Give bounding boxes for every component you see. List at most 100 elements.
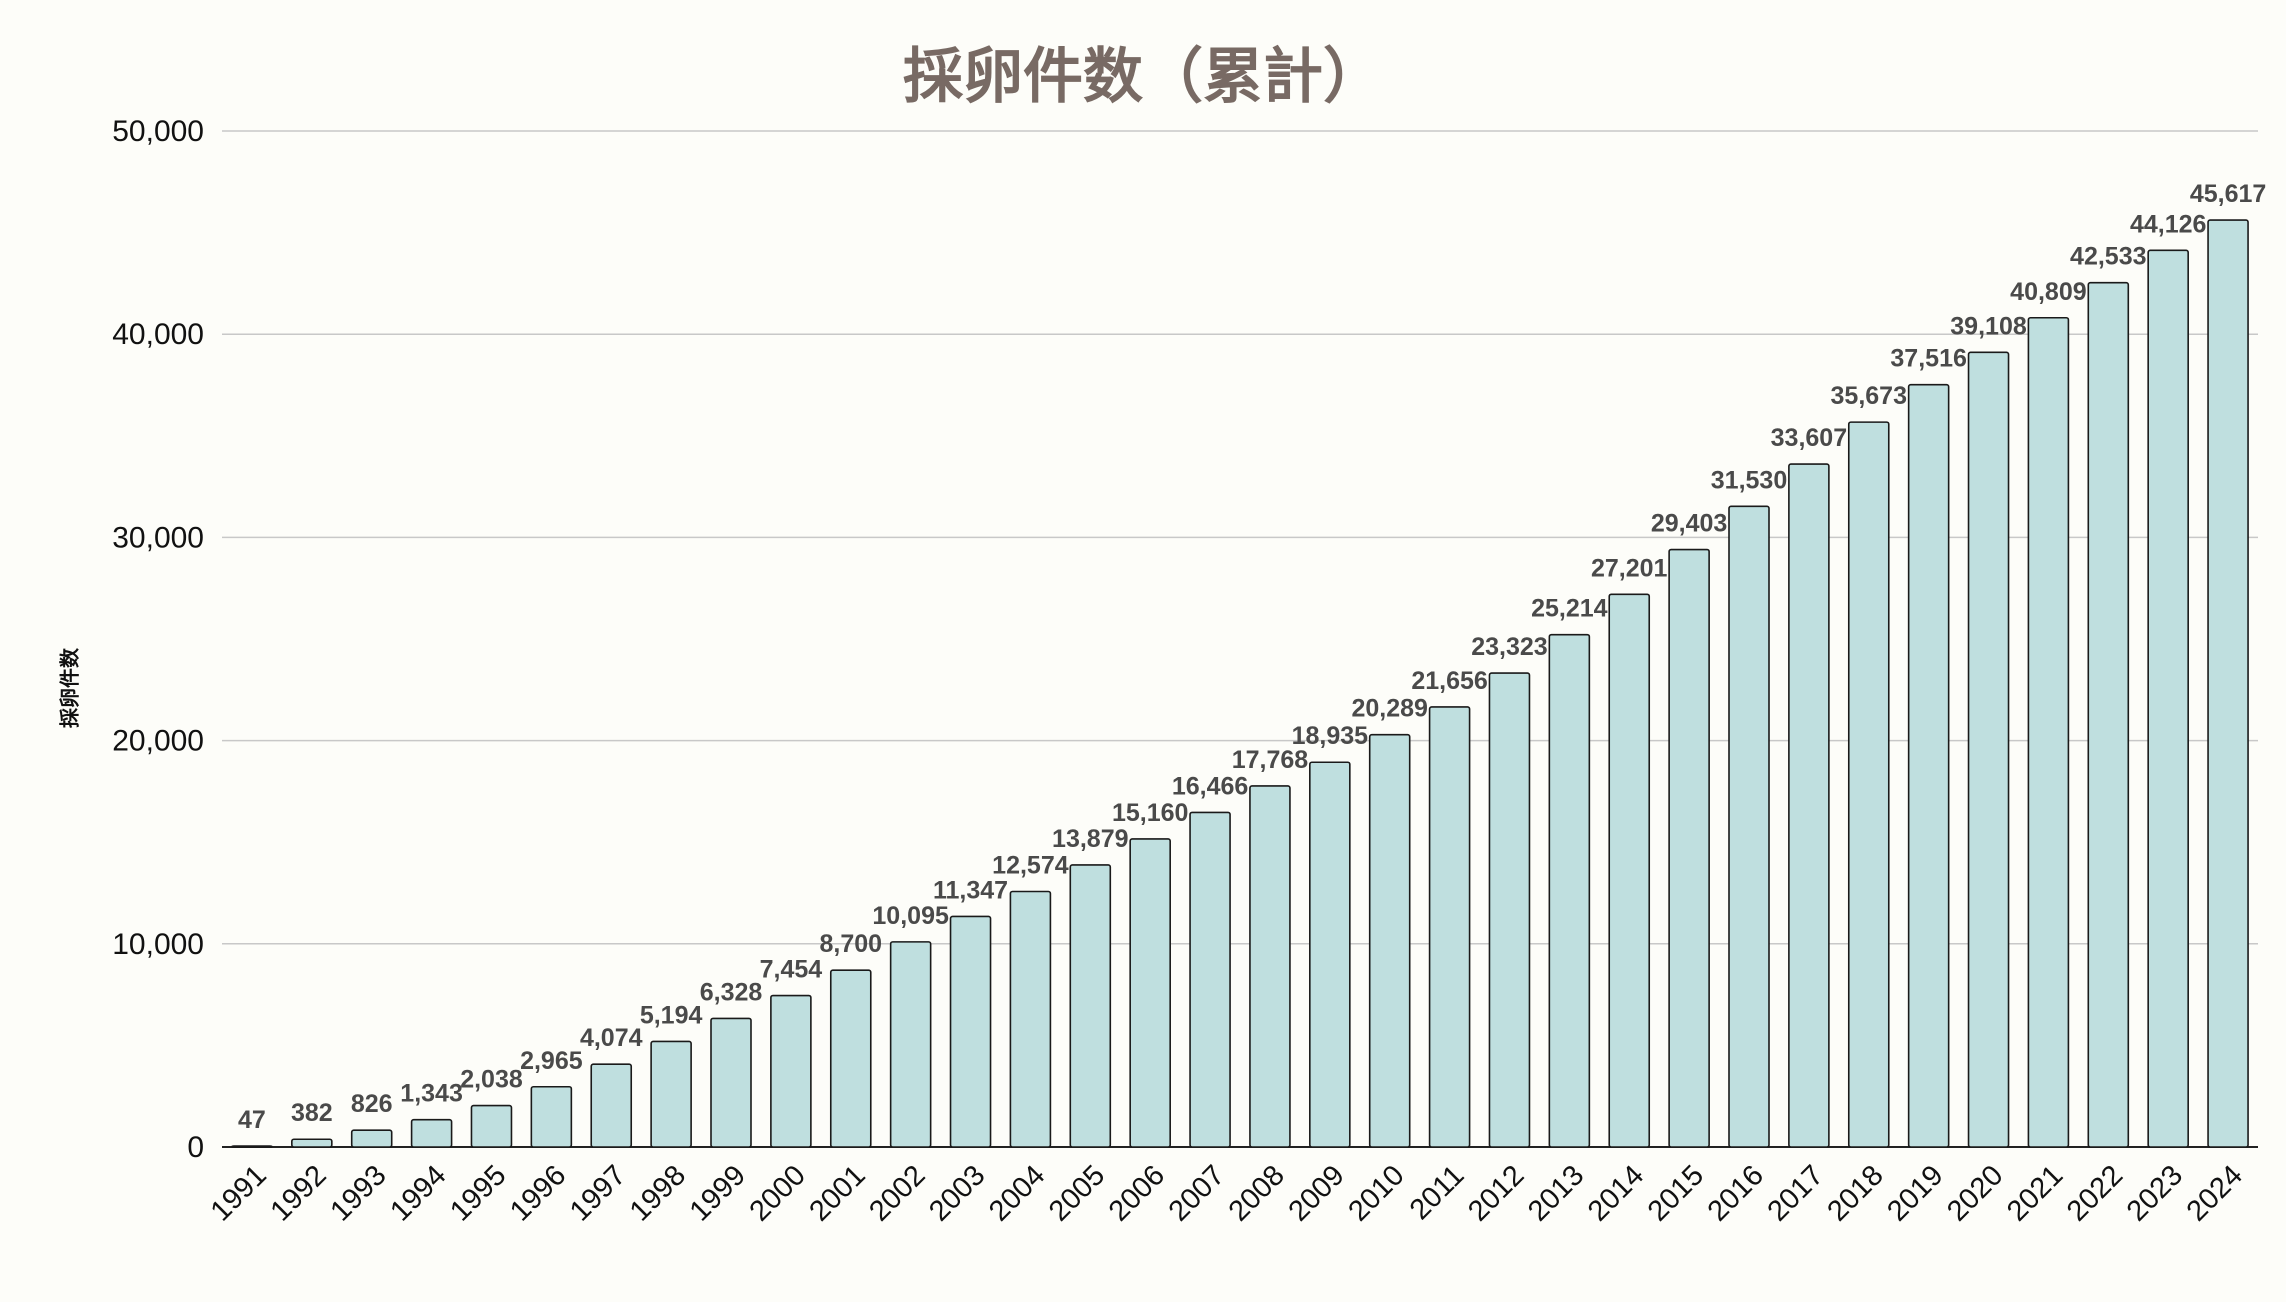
- data-label: 382: [291, 1099, 333, 1127]
- bar: [410, 1118, 453, 1148]
- data-label: 4,074: [580, 1024, 643, 1052]
- bar: [949, 915, 992, 1148]
- bar: [1129, 838, 1171, 1148]
- bar: [710, 1017, 752, 1148]
- x-tick-label: 1992: [265, 1159, 333, 1227]
- bar: [470, 1104, 513, 1148]
- bar: [1608, 593, 1651, 1148]
- bar: [1189, 811, 1231, 1148]
- x-tick-label: 2013: [1522, 1159, 1590, 1227]
- data-label: 10,095: [872, 902, 949, 930]
- data-label: 15,160: [1112, 799, 1188, 827]
- x-tick-label: 1998: [624, 1159, 692, 1227]
- data-label: 39,108: [1950, 312, 2027, 340]
- data-label: 45,617: [2190, 180, 2266, 208]
- bar: [590, 1063, 633, 1148]
- x-tick-label: 2014: [1582, 1159, 1650, 1227]
- bar: [1788, 463, 1830, 1148]
- x-tick-label: 2006: [1103, 1159, 1171, 1227]
- x-tick-label: 2010: [1342, 1159, 1410, 1227]
- x-tick-label: 2012: [1462, 1159, 1530, 1227]
- y-tick-label: 30,000: [112, 521, 204, 554]
- data-label: 33,607: [1771, 424, 1847, 452]
- x-tick-label: 2021: [2001, 1159, 2069, 1227]
- bar: [2207, 219, 2249, 1148]
- data-label: 27,201: [1591, 554, 1668, 582]
- data-label: 29,403: [1651, 510, 1727, 538]
- data-label: 6,328: [700, 978, 763, 1006]
- y-tick-label: 40,000: [112, 318, 204, 351]
- bar: [350, 1129, 393, 1148]
- x-tick-label: 2022: [2061, 1159, 2129, 1227]
- bar: [530, 1085, 573, 1148]
- bar: [1668, 548, 1710, 1148]
- x-tick-label: 2004: [983, 1159, 1051, 1227]
- y-tick-label: 0: [187, 1131, 204, 1164]
- data-label: 31,530: [1711, 466, 1787, 494]
- x-tick-label: 2002: [863, 1159, 931, 1227]
- bar: [1728, 505, 1770, 1148]
- x-tick-label: 2019: [1881, 1159, 1949, 1227]
- data-label: 18,935: [1292, 722, 1369, 750]
- bar: [1009, 890, 1052, 1148]
- bar: [650, 1040, 692, 1148]
- data-label: 44,126: [2130, 210, 2206, 238]
- data-label: 40,809: [2010, 278, 2086, 306]
- bar: [1967, 351, 2010, 1148]
- chart-title: 採卵件数（累計）: [903, 42, 1383, 112]
- bar: [2147, 249, 2189, 1148]
- data-label: 20,289: [1351, 695, 1427, 723]
- bar: [770, 994, 812, 1148]
- x-tick-label: 2015: [1642, 1159, 1710, 1227]
- bar: [1309, 761, 1351, 1148]
- x-tick-label: 2008: [1223, 1159, 1291, 1227]
- x-tick-label: 2003: [923, 1159, 991, 1227]
- x-tick-label: 2020: [1941, 1159, 2009, 1227]
- x-tick-label: 2001: [803, 1159, 871, 1227]
- x-tick-label: 1991: [205, 1159, 273, 1227]
- data-label: 11,347: [933, 876, 1008, 904]
- y-tick-label: 20,000: [112, 725, 204, 758]
- bar: [231, 1145, 273, 1148]
- data-label: 7,454: [760, 956, 823, 984]
- bar: [829, 969, 872, 1148]
- bar: [2087, 281, 2130, 1148]
- data-label: 47: [238, 1106, 266, 1134]
- bar: [889, 941, 932, 1148]
- data-label: 1,343: [400, 1080, 463, 1108]
- x-tick-label: 2011: [1404, 1159, 1471, 1226]
- x-tick-label: 1999: [684, 1159, 752, 1227]
- data-label: 42,533: [2070, 243, 2146, 271]
- data-label: 2,965: [520, 1047, 583, 1075]
- x-tick-label: 1995: [444, 1159, 512, 1227]
- x-tick-label: 1997: [564, 1159, 632, 1227]
- x-tick-label: 1996: [504, 1159, 572, 1227]
- data-label: 826: [351, 1090, 393, 1118]
- bar: [1249, 785, 1291, 1148]
- x-tick-label: 2016: [1702, 1159, 1770, 1227]
- data-label: 8,700: [819, 930, 882, 958]
- data-label: 5,194: [640, 1001, 703, 1029]
- x-tick-label: 2023: [2121, 1159, 2189, 1227]
- x-tick-label: 2024: [2181, 1159, 2249, 1227]
- x-tick-label: 2005: [1043, 1159, 1111, 1227]
- bar: [2027, 316, 2070, 1148]
- bar: [1488, 672, 1531, 1148]
- data-label: 35,673: [1831, 382, 1907, 410]
- data-label: 21,656: [1411, 667, 1487, 695]
- bar: [1847, 421, 1890, 1148]
- bar: [291, 1138, 333, 1148]
- data-label: 16,466: [1172, 772, 1248, 800]
- x-tick-label: 2007: [1163, 1159, 1231, 1227]
- data-label: 12,574: [992, 851, 1069, 879]
- data-label: 17,768: [1232, 746, 1309, 774]
- bar: [1907, 383, 1950, 1148]
- x-tick-label: 2018: [1821, 1159, 1889, 1227]
- x-tick-label: 2009: [1283, 1159, 1351, 1227]
- data-label: 37,516: [1890, 345, 1966, 373]
- y-tick-label: 10,000: [112, 928, 204, 961]
- data-label: 25,214: [1531, 595, 1608, 623]
- y-tick-label: 50,000: [112, 115, 204, 148]
